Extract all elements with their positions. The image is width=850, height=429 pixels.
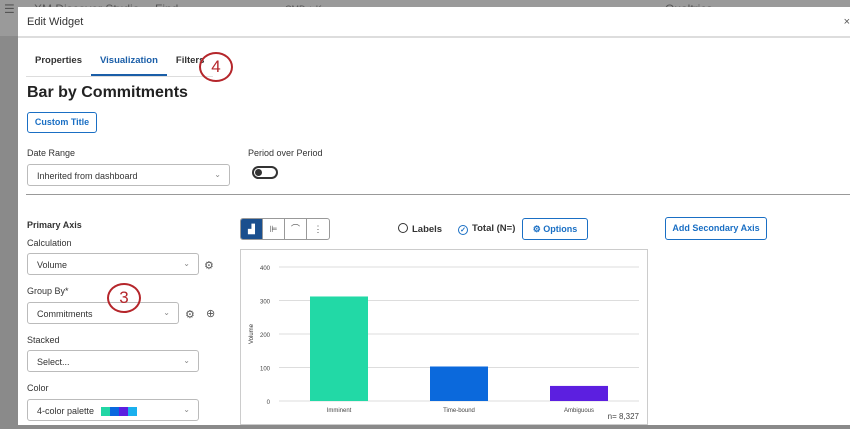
y-tick-label: 400	[260, 266, 271, 272]
y-tick-label: 0	[267, 400, 271, 406]
x-tick-label: Imminent	[327, 408, 352, 414]
y-tick-label: 100	[260, 367, 271, 373]
add-group-plus-icon[interactable]: ⊕	[206, 308, 216, 320]
y-tick-label: 300	[260, 300, 271, 306]
add-secondary-axis-button[interactable]: Add Secondary Axis	[665, 217, 767, 240]
group-by-value: Commitments	[37, 309, 93, 319]
chevron-down-icon: ⌄	[183, 356, 190, 365]
y-tick-label: 200	[260, 333, 271, 339]
group-by-settings-gear-icon[interactable]: ⚙	[185, 309, 195, 321]
calculation-settings-gear-icon[interactable]: ⚙	[204, 260, 214, 272]
chart-type-selector: ▟ ⊫ ⌒ ⋮	[240, 218, 330, 240]
labels-text: Labels	[412, 224, 443, 235]
period-over-period-toggle[interactable]	[252, 166, 278, 179]
calculation-value: Volume	[37, 260, 68, 270]
callout-3: 3	[107, 283, 141, 313]
chevron-down-icon: ⌄	[214, 170, 221, 179]
callout-4: 4	[199, 52, 233, 82]
group-by-label: Group By*	[27, 286, 69, 296]
calculation-select[interactable]: Volume ⌄	[27, 253, 199, 275]
color-select[interactable]: 4-color palette ⌄	[27, 399, 199, 421]
calculation-label: Calculation	[27, 238, 72, 248]
labels-toggle[interactable]: Labels	[398, 223, 442, 235]
line-chart-icon[interactable]: ⌒	[285, 219, 307, 239]
date-range-select[interactable]: Inherited from dashboard ⌄	[27, 164, 230, 186]
stacked-label: Stacked	[27, 335, 60, 345]
primary-axis-heading: Primary Axis	[27, 220, 82, 230]
custom-title-button[interactable]: Custom Title	[27, 112, 97, 133]
chevron-down-icon: ⌄	[163, 308, 170, 317]
edit-widget-modal: Edit Widget × Properties Visualization F…	[18, 7, 850, 425]
bar-time-bound	[430, 366, 488, 401]
x-tick-label: Ambiguous	[564, 408, 594, 414]
modal-title: Edit Widget	[27, 16, 84, 28]
menu-icon[interactable]: ☰	[4, 2, 15, 16]
tab-visualization[interactable]: Visualization	[91, 47, 167, 76]
gear-icon: ⚙	[532, 224, 544, 234]
bar-chart-icon[interactable]: ▟	[241, 219, 263, 239]
stacked-value: Select...	[37, 357, 70, 367]
color-swatch	[109, 407, 119, 417]
options-button[interactable]: ⚙ Options	[522, 218, 588, 240]
period-over-period-label: Period over Period	[248, 148, 323, 158]
close-icon[interactable]: ×	[843, 16, 850, 28]
more-options-icon[interactable]: ⋮	[313, 224, 323, 234]
date-range-label: Date Range	[27, 148, 76, 158]
divider	[26, 194, 850, 195]
stacked-select[interactable]: Select... ⌄	[27, 350, 199, 372]
total-toggle[interactable]: ✓ Total (N=)	[458, 223, 515, 235]
color-swatch	[127, 407, 137, 417]
horizontal-bar-chart-icon[interactable]: ⊫	[263, 219, 285, 239]
group-by-select[interactable]: Commitments ⌄	[27, 302, 179, 324]
tab-filters[interactable]: Filters	[175, 55, 205, 66]
color-value: 4-color palette	[37, 406, 95, 416]
chart-preview: 0 100 200 300 400 Volume Imminent Time-bound Amb…	[240, 249, 648, 425]
color-swatch	[100, 407, 110, 417]
date-range-value: Inherited from dashboard	[37, 171, 138, 181]
tab-bar: Properties Visualization Filters	[26, 47, 214, 77]
color-swatch	[118, 407, 128, 417]
bar-imminent	[310, 296, 368, 401]
color-palette-swatches	[100, 406, 137, 417]
bar-ambiguous	[550, 385, 608, 401]
y-axis-label: Volume	[249, 323, 255, 344]
bar-chart: 0 100 200 300 400 Volume Imminent Time-bound Amb…	[249, 266, 640, 421]
widget-title: Bar by Commitments	[27, 84, 188, 101]
radio-unchecked-icon	[398, 223, 408, 233]
chevron-down-icon: ⌄	[183, 259, 190, 268]
tab-properties[interactable]: Properties	[35, 55, 82, 66]
chevron-down-icon: ⌄	[183, 405, 190, 414]
total-n-label: n= 8,327	[608, 412, 640, 421]
total-text: Total (N=)	[472, 223, 516, 234]
x-tick-label: Time-bound	[443, 408, 475, 414]
check-circle-icon: ✓	[458, 225, 468, 235]
options-text: Options	[543, 224, 578, 234]
color-label: Color	[27, 383, 49, 393]
